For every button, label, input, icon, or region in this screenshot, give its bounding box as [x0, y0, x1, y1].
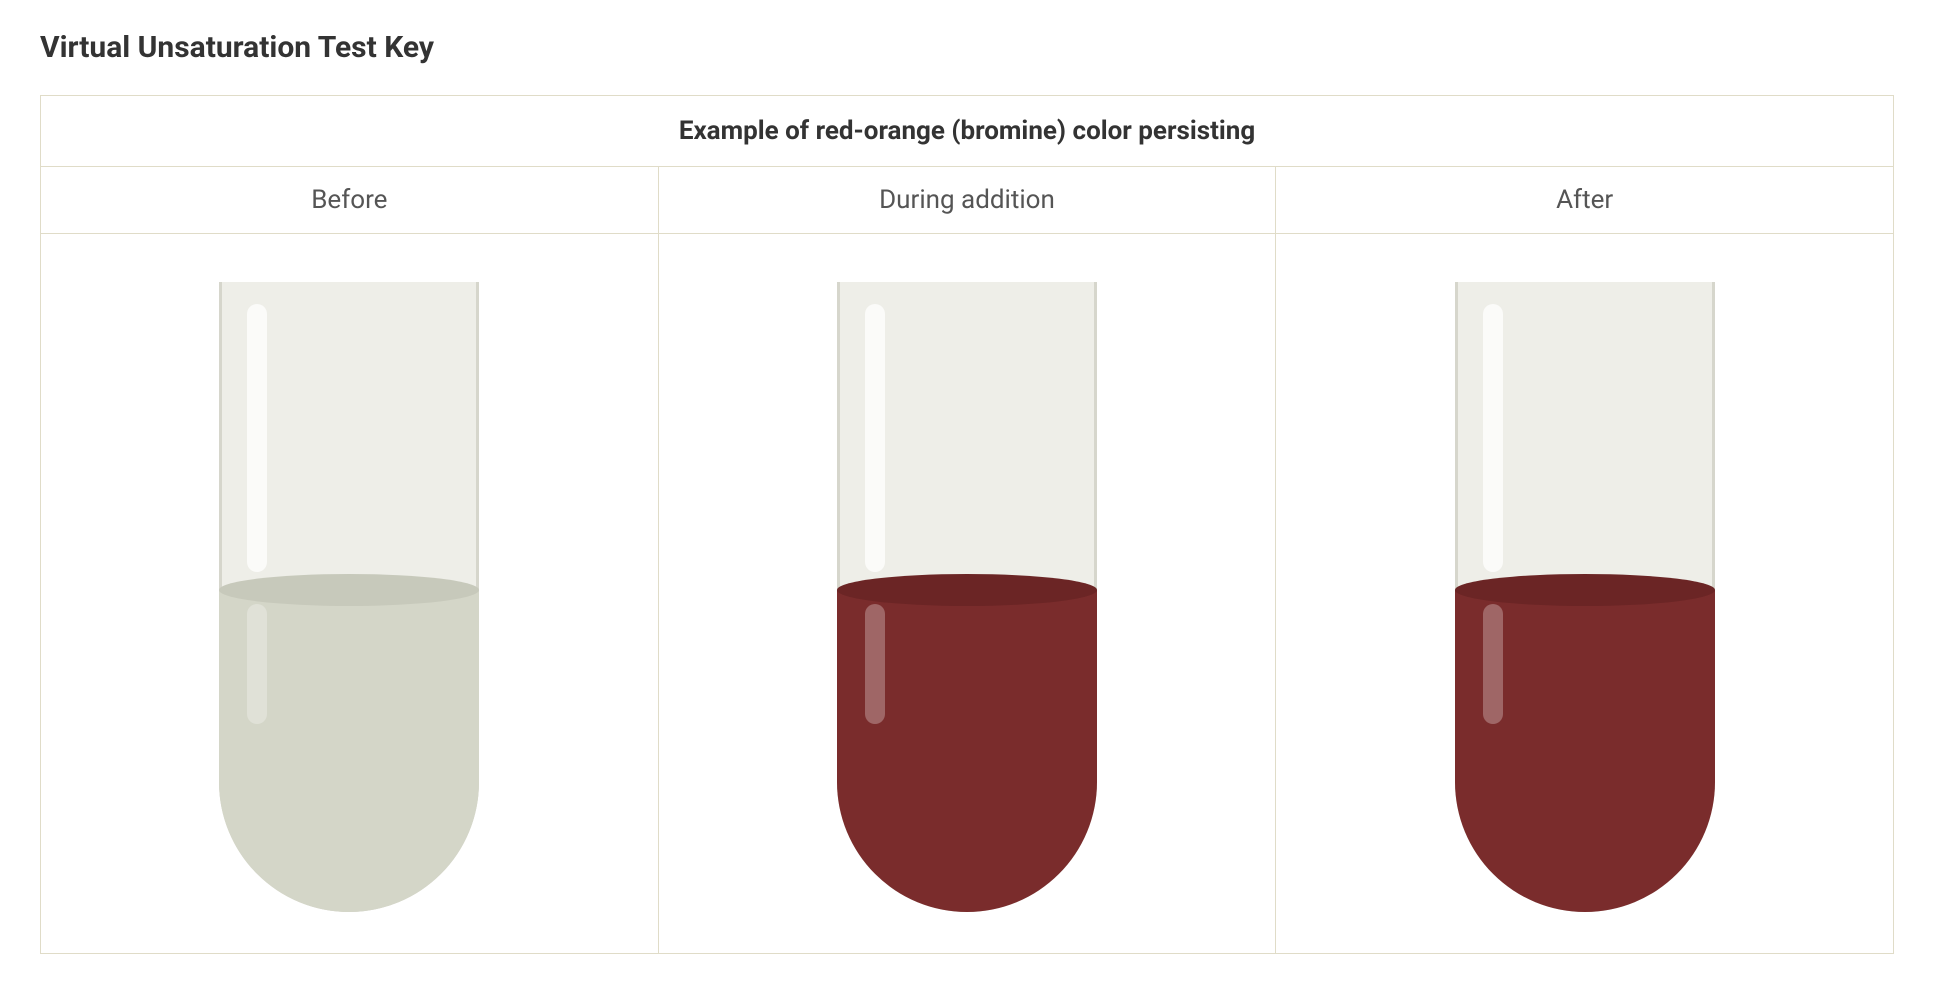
tube-highlight-top	[1483, 304, 1503, 572]
tube-cell-before	[41, 234, 659, 954]
unsaturation-key-table: Example of red-orange (bromine) color pe…	[40, 95, 1894, 954]
tube-after	[1455, 282, 1715, 922]
test-tube-after-svg	[1455, 282, 1715, 922]
column-header-after: After	[1276, 167, 1894, 234]
test-tube-during-svg	[837, 282, 1097, 922]
tube-cell-after	[1276, 234, 1894, 954]
tube-meniscus	[837, 574, 1097, 606]
tube-highlight-liquid	[247, 604, 267, 724]
tube-highlight-top	[247, 304, 267, 572]
table-title: Example of red-orange (bromine) color pe…	[41, 96, 1894, 167]
tube-during	[837, 282, 1097, 922]
tube-meniscus	[1455, 574, 1715, 606]
tube-highlight-top	[865, 304, 885, 572]
tube-cell-during	[658, 234, 1276, 954]
test-tube-before-svg	[219, 282, 479, 922]
column-header-during: During addition	[658, 167, 1276, 234]
tube-before	[219, 282, 479, 922]
tube-highlight-liquid	[865, 604, 885, 724]
tube-meniscus	[219, 574, 479, 606]
page-title: Virtual Unsaturation Test Key	[40, 30, 1894, 65]
tube-highlight-liquid	[1483, 604, 1503, 724]
column-header-before: Before	[41, 167, 659, 234]
